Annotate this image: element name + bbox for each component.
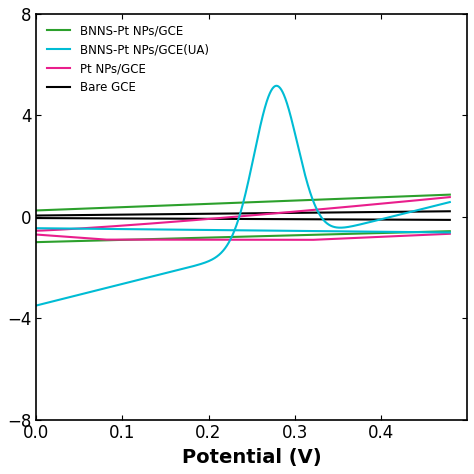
BNNS-Pt NPs/GCE xyxy=(55,207,60,212)
BNNS-Pt NPs/GCE xyxy=(359,195,365,201)
BNNS-Pt NPs/GCE(UA) xyxy=(224,244,229,249)
BNNS-Pt NPs/GCE xyxy=(447,192,453,198)
Pt NPs/GCE xyxy=(435,195,441,201)
BNNS-Pt NPs/GCE(UA) xyxy=(435,202,441,208)
Bare GCE xyxy=(435,209,440,214)
Pt NPs/GCE xyxy=(55,227,60,233)
BNNS-Pt NPs/GCE(UA) xyxy=(33,303,39,309)
BNNS-Pt NPs/GCE(UA) xyxy=(447,199,453,205)
Pt NPs/GCE xyxy=(359,203,365,209)
BNNS-Pt NPs/GCE(UA) xyxy=(273,83,279,89)
BNNS-Pt NPs/GCE(UA) xyxy=(235,220,240,226)
Bare GCE xyxy=(55,212,60,218)
BNNS-Pt NPs/GCE xyxy=(33,208,39,213)
Bare GCE xyxy=(447,209,453,214)
BNNS-Pt NPs/GCE xyxy=(435,192,441,198)
Line: BNNS-Pt NPs/GCE: BNNS-Pt NPs/GCE xyxy=(36,195,450,210)
Bare GCE xyxy=(235,210,240,216)
BNNS-Pt NPs/GCE(UA) xyxy=(435,202,441,208)
Pt NPs/GCE xyxy=(235,214,240,219)
Bare GCE xyxy=(224,211,229,217)
Legend: BNNS-Pt NPs/GCE, BNNS-Pt NPs/GCE(UA), Pt NPs/GCE, Bare GCE: BNNS-Pt NPs/GCE, BNNS-Pt NPs/GCE(UA), Pt… xyxy=(42,20,214,99)
Line: BNNS-Pt NPs/GCE(UA): BNNS-Pt NPs/GCE(UA) xyxy=(36,86,450,306)
Bare GCE xyxy=(435,209,441,214)
BNNS-Pt NPs/GCE xyxy=(235,200,240,206)
Line: Bare GCE: Bare GCE xyxy=(36,211,450,216)
Line: Pt NPs/GCE: Pt NPs/GCE xyxy=(36,197,450,231)
Pt NPs/GCE xyxy=(447,194,453,200)
BNNS-Pt NPs/GCE(UA) xyxy=(55,297,60,303)
BNNS-Pt NPs/GCE xyxy=(435,192,440,198)
Bare GCE xyxy=(359,210,365,215)
Pt NPs/GCE xyxy=(435,195,440,201)
BNNS-Pt NPs/GCE xyxy=(224,201,229,206)
BNNS-Pt NPs/GCE(UA) xyxy=(359,221,365,227)
Pt NPs/GCE xyxy=(224,215,229,220)
Bare GCE xyxy=(33,213,39,219)
X-axis label: Potential (V): Potential (V) xyxy=(182,448,321,467)
Pt NPs/GCE xyxy=(33,228,39,234)
